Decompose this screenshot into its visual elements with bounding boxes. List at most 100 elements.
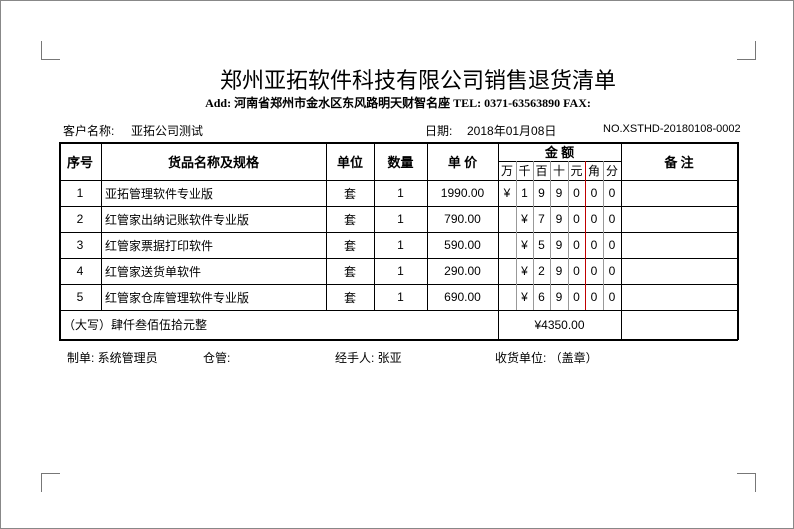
date-label: 日期: [425, 124, 453, 138]
row-digit: 0 [573, 212, 580, 226]
crop-mark [41, 41, 60, 60]
crop-mark [41, 473, 60, 492]
header-amount: 金 额 [544, 145, 575, 160]
row-digit: 0 [573, 186, 580, 200]
header-digit: 元 [570, 164, 583, 178]
row-digit: ¥ [521, 212, 528, 226]
header-qty: 数量 [387, 154, 414, 170]
header-digit: 百 [535, 164, 548, 178]
header-digit: 千 [518, 164, 531, 178]
row-digit: 0 [573, 264, 580, 278]
row-digit: 1 [521, 186, 528, 200]
table-line [621, 142, 622, 339]
row-unit: 套 [343, 238, 356, 253]
receiver: 收货单位: （盖章） [495, 351, 598, 365]
table-line [585, 161, 586, 310]
row-name: 亚拓管理软件专业版 [105, 186, 214, 201]
crop-mark [737, 473, 756, 492]
row-digit: 9 [555, 238, 563, 252]
row-qty: 1 [397, 212, 404, 226]
row-price: 690.00 [444, 290, 481, 304]
table-line [59, 142, 61, 339]
row-digit: 0 [608, 212, 616, 226]
row-digit: ¥ [521, 238, 528, 252]
row-digit: 7 [538, 212, 545, 226]
row-digit: 0 [608, 264, 616, 278]
table-line [59, 206, 737, 207]
header-price: 单 价 [447, 154, 478, 170]
row-digit: 9 [555, 212, 563, 226]
total-in-words: （大写）肆仟叁佰伍拾元整 [63, 318, 208, 332]
table-line [737, 142, 739, 340]
table-line [59, 142, 737, 144]
document-number: NO.XSTHD-20180108-0002 [603, 123, 741, 135]
row-name: 红管家出纳记账软件专业版 [105, 212, 250, 227]
table-line [59, 339, 738, 341]
table-line [427, 142, 428, 310]
row-seq: 3 [76, 238, 84, 252]
table-line [550, 161, 551, 310]
maker: 制单: 系统管理员 [67, 351, 158, 365]
row-digit: 9 [555, 290, 563, 304]
header-name: 货品名称及规格 [167, 154, 259, 170]
header-seq: 序号 [66, 154, 93, 170]
row-unit: 套 [343, 186, 356, 201]
header-digit: 分 [605, 164, 618, 178]
row-digit: 0 [573, 238, 580, 252]
table-line [498, 142, 499, 339]
table-line [101, 142, 102, 310]
row-digit: 0 [608, 186, 616, 200]
row-name: 红管家票据打印软件 [105, 238, 214, 253]
row-seq: 1 [76, 186, 84, 200]
row-digit: 9 [555, 186, 563, 200]
row-digit [498, 284, 516, 310]
table-line [326, 142, 327, 310]
row-price: 590.00 [444, 238, 481, 252]
document-title: 郑州亚拓软件科技有限公司销售退货清单 [219, 68, 616, 93]
row-digit [498, 258, 516, 284]
row-name: 红管家送货单软件 [105, 264, 202, 279]
row-digit: 0 [608, 238, 616, 252]
row-price: 290.00 [444, 264, 481, 278]
row-digit [498, 206, 516, 232]
row-unit: 套 [343, 290, 356, 305]
table-line [59, 180, 737, 181]
row-digit: 5 [538, 238, 545, 252]
table-line [374, 142, 375, 310]
row-seq: 2 [76, 212, 84, 226]
row-digit: 0 [590, 212, 598, 226]
row-digit: 0 [608, 290, 616, 304]
table-line [568, 161, 569, 310]
table-line [516, 161, 517, 310]
row-digit: 0 [590, 186, 598, 200]
table-line [59, 232, 737, 233]
row-seq: 5 [76, 290, 84, 304]
handler: 经手人: 张亚 [335, 351, 402, 365]
row-digit [498, 232, 516, 258]
table-line [498, 161, 621, 162]
total-amount: ¥4350.00 [534, 317, 585, 332]
table-line [59, 284, 737, 285]
row-unit: 套 [343, 212, 356, 227]
row-digit: 0 [590, 264, 598, 278]
row-qty: 1 [397, 238, 404, 252]
table-line [603, 161, 604, 310]
row-digit: 0 [590, 238, 598, 252]
row-digit: 6 [538, 290, 545, 304]
row-digit: 2 [538, 264, 545, 278]
customer-name: 亚拓公司测试 [131, 124, 204, 138]
row-qty: 1 [397, 264, 404, 278]
customer-label: 客户名称: [63, 124, 115, 138]
header-remark: 备 注 [664, 154, 694, 170]
row-digit: 9 [538, 186, 545, 200]
row-digit: ¥ [521, 290, 528, 304]
date-value: 2018年01月08日 [467, 124, 557, 138]
table-line [59, 258, 737, 259]
company-address: Add: 河南省郑州市金水区东风路明天财智名座 TEL: 0371-635638… [205, 96, 591, 110]
row-digit: 0 [573, 290, 580, 304]
row-digit: ¥ [521, 264, 528, 278]
row-unit: 套 [343, 264, 356, 279]
row-name: 红管家仓库管理软件专业版 [105, 290, 250, 305]
warehouse-keeper: 仓管: [203, 351, 231, 365]
